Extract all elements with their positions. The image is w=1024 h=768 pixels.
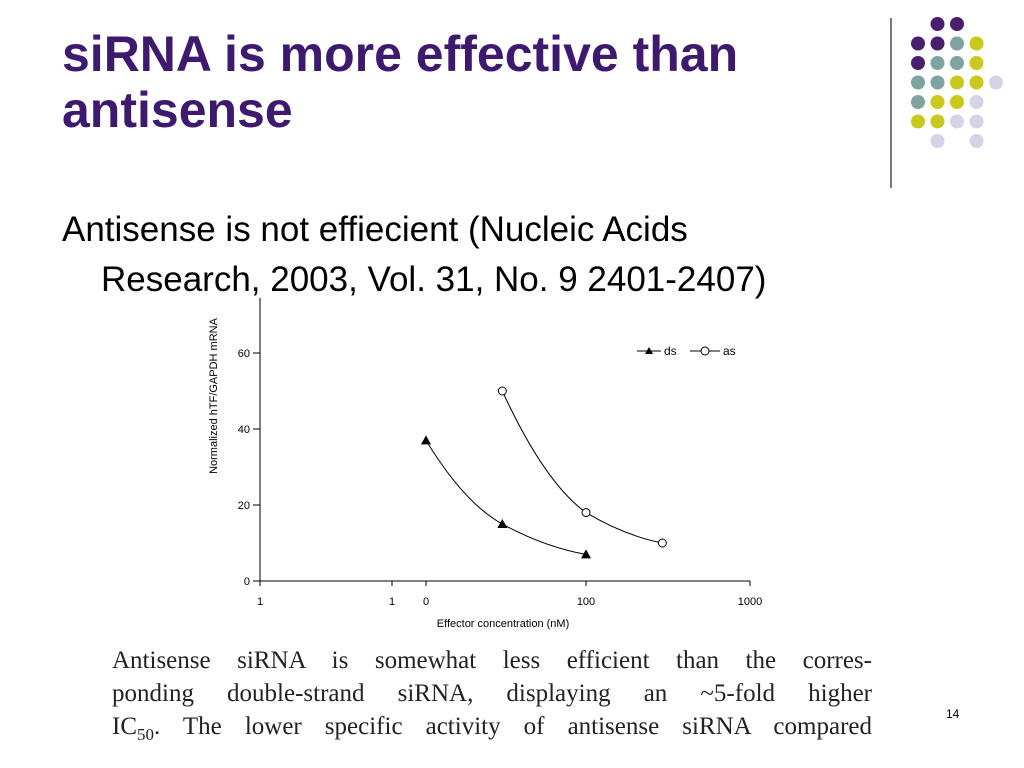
- legend-marker-ds: [645, 347, 653, 354]
- series-line-ds: [425, 440, 587, 555]
- decorative-dot-grid: [911, 17, 1003, 148]
- decorative-dot: [930, 56, 945, 70]
- y-tick-label: 40: [238, 424, 250, 436]
- decorative-dot: [930, 134, 945, 148]
- decorative-dot: [911, 95, 925, 109]
- caption-ic: IC: [112, 713, 137, 740]
- legend-label-as: as: [723, 344, 736, 358]
- caption-ic-subscript: 50: [137, 725, 154, 744]
- figure-caption: Antisense siRNA is somewhat less efficie…: [112, 644, 872, 751]
- x-axis-title: Effector concentration (nM): [437, 618, 569, 630]
- legend: ds as: [637, 344, 736, 358]
- decorative-dot: [950, 56, 964, 70]
- slide-title-line2: antisense: [62, 82, 293, 138]
- header-divider: [890, 18, 892, 188]
- caption-line1: Antisense siRNA is somewhat less efficie…: [112, 647, 872, 674]
- decorative-dot: [930, 95, 945, 109]
- x-tick-label: 100: [577, 596, 595, 608]
- y-ticks: 0 20 40 60: [238, 348, 260, 588]
- decorative-dot: [950, 75, 964, 90]
- decorative-dot: [930, 17, 945, 31]
- y-tick-label: 20: [238, 500, 250, 512]
- decorative-dot: [969, 56, 984, 70]
- data-point-as: [497, 386, 507, 396]
- data-point-ds: [421, 435, 431, 445]
- decorative-dot: [930, 75, 945, 90]
- data-point-ds: [497, 519, 508, 528]
- legend-marker-as: [700, 346, 710, 356]
- decorative-dot: [969, 36, 984, 51]
- x-tick-label: 1: [389, 596, 395, 608]
- series-line-as: [501, 390, 663, 544]
- decorative-dot: [950, 17, 964, 31]
- data-point-as: [581, 508, 591, 518]
- bullet-line2: Research, 2003, Vol. 31, No. 9 2401-2407…: [101, 260, 767, 299]
- y-axis-title: Normalized hTF/GAPDH mRNA: [208, 317, 220, 474]
- decorative-dot: [911, 114, 925, 129]
- y-tick-label: 0: [244, 576, 250, 588]
- x-tick-label: 1000: [738, 596, 762, 608]
- caption-line3-rest: . The lower specific activity of antisen…: [154, 713, 872, 740]
- decorative-dot: [911, 56, 925, 70]
- decorative-dot: [969, 75, 984, 90]
- decorative-dot: [950, 114, 964, 129]
- decorative-dot: [969, 95, 984, 109]
- page-number: 14: [946, 707, 960, 721]
- decorative-dot: [969, 114, 984, 129]
- legend-label-ds: ds: [664, 344, 677, 358]
- y-tick-label: 60: [238, 348, 250, 360]
- slide-title: siRNA is more effective than antisense: [62, 26, 862, 138]
- decorative-dot: [969, 134, 984, 148]
- x-ticks: 1 1 0 100 1000: [257, 581, 762, 608]
- decorative-dot: [930, 36, 945, 51]
- x-tick-label: 1: [257, 596, 263, 608]
- bullet-point: Antisense is not effiecient (Nucleic Aci…: [62, 205, 962, 305]
- bullet-line1: Antisense is not effiecient (Nucleic Aci…: [62, 210, 688, 249]
- caption-line3: IC50. The lower specific activity of ant…: [112, 710, 872, 751]
- data-point-ds: [581, 549, 591, 559]
- caption-line2: ponding double-strand siRNA, displaying …: [112, 680, 872, 707]
- decorative-dot: [930, 114, 945, 129]
- decorative-dot: [911, 36, 925, 51]
- x-tick-label: 0: [423, 596, 429, 608]
- series-group: [421, 386, 667, 559]
- decorative-dot: [950, 36, 964, 51]
- decorative-dot: [989, 75, 1003, 90]
- data-point-as: [657, 538, 667, 548]
- slide-title-line1: siRNA is more effective than: [62, 26, 739, 82]
- decorative-dot: [911, 75, 925, 90]
- decorative-dot: [950, 95, 964, 109]
